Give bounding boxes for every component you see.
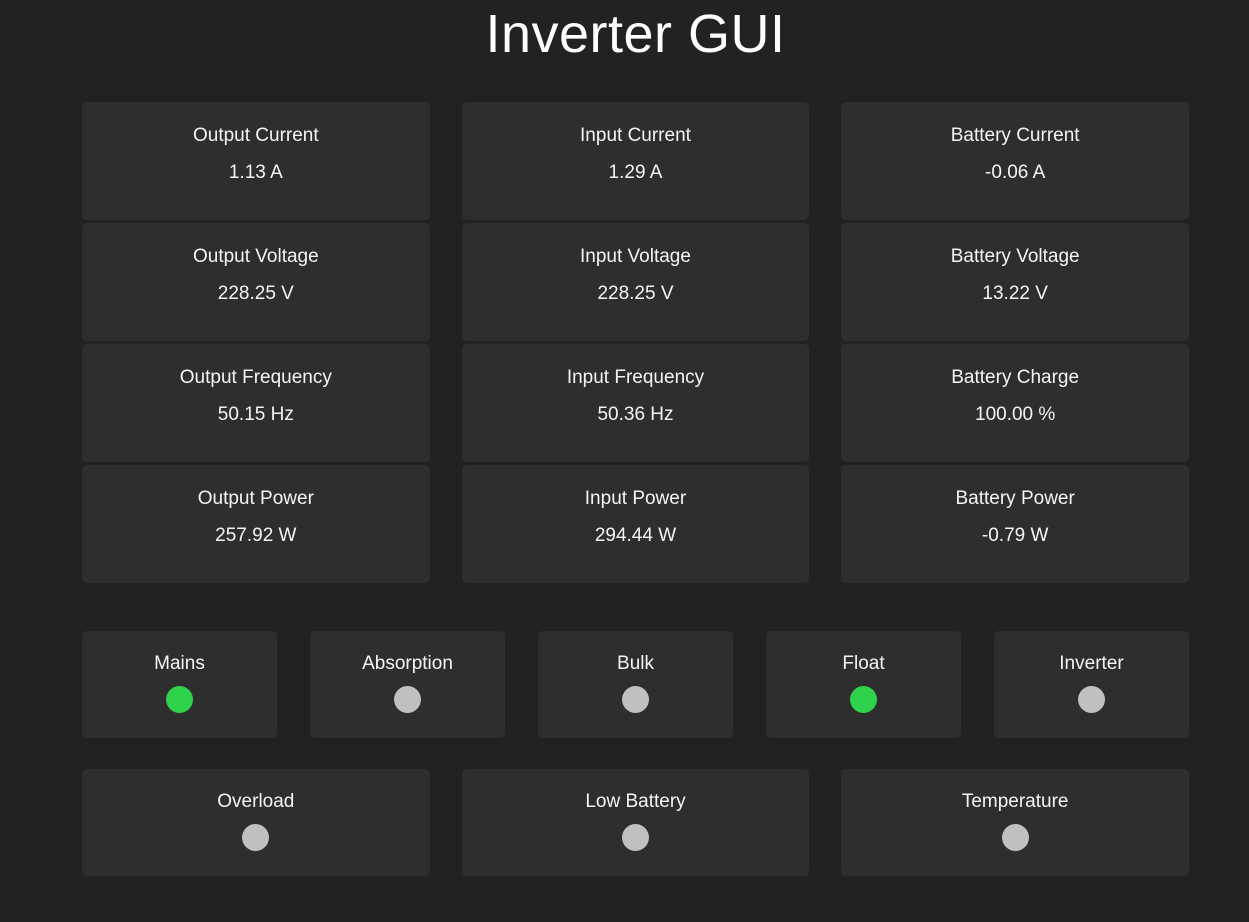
metric-label: Battery Current	[950, 125, 1080, 146]
bulk-led-indicator	[622, 686, 649, 713]
temperature-led-indicator	[1001, 824, 1029, 851]
indicator-row-2: Overload Low Battery Temperature	[82, 769, 1189, 876]
metric-card-output-voltage: Output Voltage 228.25 V	[82, 223, 430, 341]
overload-led-indicator	[242, 824, 270, 851]
indicator-label: Temperature	[961, 791, 1069, 812]
metric-card-input-voltage: Input Voltage 228.25 V	[461, 223, 810, 341]
metric-label: Input Voltage	[580, 246, 691, 267]
indicator-card-absorption: Absorption	[310, 631, 505, 738]
metric-label: Input Current	[580, 125, 691, 146]
mains-led-indicator	[166, 686, 193, 713]
metric-label: Output Power	[197, 488, 314, 509]
metric-value: 50.15 Hz	[217, 404, 294, 425]
metric-card-output-frequency: Output Frequency 50.15 Hz	[82, 344, 430, 462]
indicator-label: Float	[842, 653, 885, 674]
indicator-card-temperature: Temperature	[841, 769, 1189, 876]
indicator-label: Absorption	[362, 653, 453, 674]
metric-label: Input Frequency	[566, 367, 705, 388]
inverter-led-indicator	[1078, 686, 1105, 713]
metric-value: 257.92 W	[215, 525, 297, 546]
metric-card-battery-current: Battery Current -0.06 A	[841, 102, 1189, 220]
dashboard: Output Current 1.13 A Input Current 1.29…	[82, 102, 1189, 876]
indicator-card-mains: Mains	[82, 631, 277, 738]
indicator-card-inverter: Inverter	[994, 631, 1189, 738]
low-battery-led-indicator	[621, 824, 649, 851]
metric-value: -0.06 A	[985, 162, 1046, 183]
metric-label: Input Power	[584, 488, 687, 509]
indicator-row-1: Mains Absorption Bulk Float Inverter	[82, 631, 1189, 738]
metric-card-battery-voltage: Battery Voltage 13.22 V	[841, 223, 1189, 341]
metric-card-input-current: Input Current 1.29 A	[461, 102, 810, 220]
metric-label: Battery Charge	[951, 367, 1080, 388]
metric-grid: Output Current 1.13 A Input Current 1.29…	[82, 102, 1189, 583]
metric-card-battery-charge: Battery Charge 100.00 %	[841, 344, 1189, 462]
metric-value: 294.44 W	[594, 525, 677, 546]
metric-label: Output Voltage	[192, 246, 319, 267]
metric-label: Output Frequency	[179, 367, 332, 388]
indicator-label: Mains	[154, 653, 205, 674]
metric-value: 228.25 V	[217, 283, 294, 304]
metric-value: 1.29 A	[608, 162, 663, 183]
page-title: Inverter GUI	[485, 4, 786, 64]
metric-label: Battery Voltage	[950, 246, 1080, 267]
indicator-card-overload: Overload	[82, 769, 430, 876]
metric-value: -0.79 W	[981, 525, 1049, 546]
float-led-indicator	[850, 686, 877, 713]
metric-label: Battery Power	[955, 488, 1075, 509]
metric-value: 228.25 V	[597, 283, 674, 304]
metric-card-input-power: Input Power 294.44 W	[461, 465, 810, 583]
absorption-led-indicator	[394, 686, 421, 713]
indicator-card-low-battery: Low Battery	[461, 769, 810, 876]
metric-label: Output Current	[192, 125, 319, 146]
indicator-label: Overload	[217, 791, 295, 812]
indicator-card-float: Float	[766, 631, 961, 738]
indicator-label: Bulk	[617, 653, 654, 674]
metric-card-output-current: Output Current 1.13 A	[82, 102, 430, 220]
metric-card-output-power: Output Power 257.92 W	[82, 465, 430, 583]
indicator-card-bulk: Bulk	[538, 631, 733, 738]
metric-value: 50.36 Hz	[597, 404, 674, 425]
indicator-label: Inverter	[1059, 653, 1124, 674]
metric-value: 100.00 %	[975, 404, 1056, 425]
metric-card-battery-power: Battery Power -0.79 W	[841, 465, 1189, 583]
indicator-label: Low Battery	[585, 791, 686, 812]
metric-value: 1.13 A	[228, 162, 283, 183]
metric-card-input-frequency: Input Frequency 50.36 Hz	[461, 344, 810, 462]
metric-value: 13.22 V	[982, 283, 1048, 304]
